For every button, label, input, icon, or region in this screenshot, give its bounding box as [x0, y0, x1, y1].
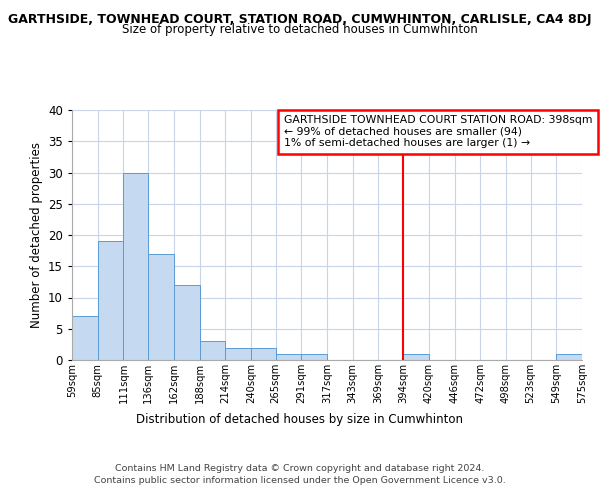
- Y-axis label: Number of detached properties: Number of detached properties: [29, 142, 43, 328]
- Text: Contains public sector information licensed under the Open Government Licence v3: Contains public sector information licen…: [94, 476, 506, 485]
- Bar: [556, 354, 582, 360]
- Bar: [174, 285, 199, 360]
- Text: Size of property relative to detached houses in Cumwhinton: Size of property relative to detached ho…: [122, 24, 478, 36]
- Bar: [124, 172, 148, 360]
- Bar: [98, 242, 124, 360]
- Text: GARTHSIDE, TOWNHEAD COURT, STATION ROAD, CUMWHINTON, CARLISLE, CA4 8DJ: GARTHSIDE, TOWNHEAD COURT, STATION ROAD,…: [8, 12, 592, 26]
- Bar: [199, 341, 225, 360]
- Text: Distribution of detached houses by size in Cumwhinton: Distribution of detached houses by size …: [137, 412, 464, 426]
- Bar: [148, 254, 174, 360]
- Bar: [403, 354, 429, 360]
- Bar: [275, 354, 301, 360]
- Text: GARTHSIDE TOWNHEAD COURT STATION ROAD: 398sqm
← 99% of detached houses are small: GARTHSIDE TOWNHEAD COURT STATION ROAD: 3…: [284, 115, 592, 148]
- Bar: [225, 348, 251, 360]
- Text: Contains HM Land Registry data © Crown copyright and database right 2024.: Contains HM Land Registry data © Crown c…: [115, 464, 485, 473]
- Bar: [72, 316, 98, 360]
- Bar: [301, 354, 327, 360]
- Bar: [251, 348, 275, 360]
